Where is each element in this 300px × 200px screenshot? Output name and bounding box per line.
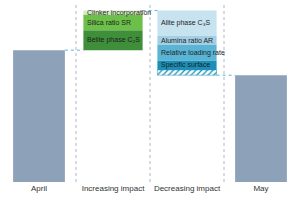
svg-text:Alite phase C₃S: Alite phase C₃S <box>161 19 210 27</box>
svg-text:May: May <box>253 184 268 193</box>
svg-text:Relative loading rate: Relative loading rate <box>161 49 225 57</box>
svg-text:Belite phase C₂S: Belite phase C₂S <box>87 36 140 44</box>
svg-text:Clinker incorporation: Clinker incorporation <box>87 9 151 17</box>
svg-text:Silica ratio SR: Silica ratio SR <box>87 19 131 26</box>
svg-text:April: April <box>31 184 47 193</box>
svg-text:Specific surface: Specific surface <box>161 61 211 69</box>
svg-text:Increasing impact: Increasing impact <box>82 184 145 193</box>
svg-text:Alumina ratio AR: Alumina ratio AR <box>161 37 213 44</box>
svg-text:Decreasing impact: Decreasing impact <box>154 184 221 193</box>
